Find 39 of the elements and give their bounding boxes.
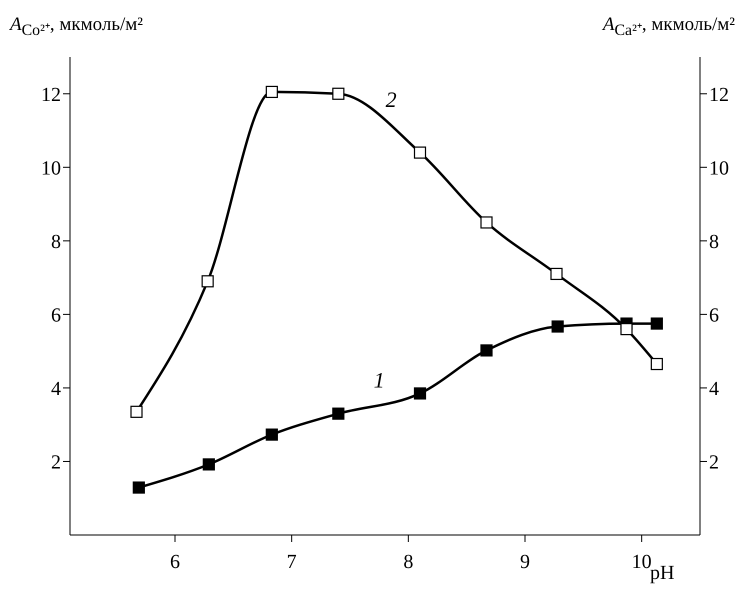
point <box>550 268 563 280</box>
y2-tick-label: 10 <box>709 157 729 180</box>
point <box>266 86 278 98</box>
point <box>414 146 426 159</box>
y2-tick-label: 6 <box>709 304 719 326</box>
point <box>132 481 145 494</box>
point <box>332 408 344 420</box>
y2-tick-label: 12 <box>709 84 729 106</box>
x-tick-label: 9 <box>520 551 530 574</box>
x-tick-label: 6 <box>170 551 180 574</box>
series-label: 1 <box>374 367 385 392</box>
x-tick-label: 7 <box>286 551 297 574</box>
point <box>332 88 344 100</box>
point <box>650 317 663 330</box>
x-tick-label: 10 <box>632 551 652 574</box>
point <box>650 358 663 370</box>
point <box>266 428 278 441</box>
y-tick-label: 8 <box>51 230 61 253</box>
point <box>620 322 633 336</box>
y2-axis-title: A$_{Ca²⁺}$, мкмоль/м² <box>602 14 735 40</box>
point <box>480 216 493 229</box>
y2-tick-label: 2 <box>709 452 719 474</box>
x-axis-title: pH <box>650 562 674 585</box>
y-tick-label: 6 <box>51 304 61 326</box>
y-tick-label: 10 <box>41 157 61 180</box>
x-tick-label: 8 <box>403 551 414 574</box>
y-tick-label: 12 <box>41 84 61 106</box>
point <box>552 320 564 333</box>
y-tick-label: 2 <box>51 452 61 474</box>
y2-tick-label: 4 <box>709 378 719 400</box>
y-tick-label: 4 <box>51 378 61 400</box>
point <box>480 344 493 357</box>
point <box>130 406 143 418</box>
y2-tick-label: 8 <box>709 230 719 253</box>
point <box>202 275 214 288</box>
series-label: 2 <box>386 86 397 112</box>
point <box>202 458 215 471</box>
point <box>414 387 426 400</box>
y-axis-title: A$_{Co²⁺}$, мкмоль/м² <box>10 14 144 40</box>
